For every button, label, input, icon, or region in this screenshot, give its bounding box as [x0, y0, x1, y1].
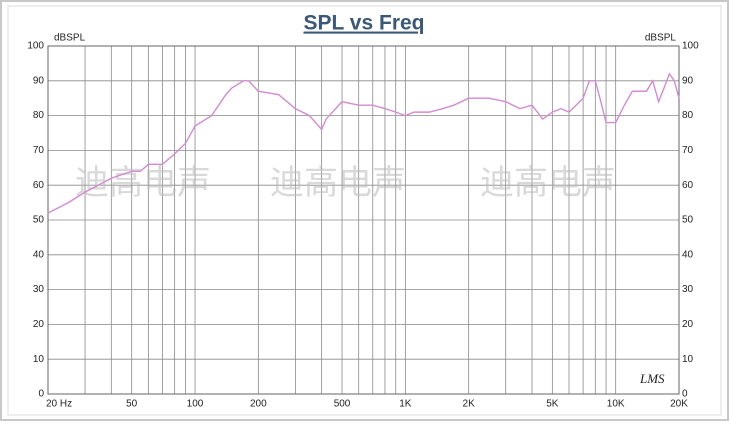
y2-tick-label: 90	[682, 75, 694, 86]
y-tick-label: 80	[33, 110, 45, 121]
y-tick-label: 10	[33, 354, 45, 365]
inner-frame	[7, 5, 722, 416]
x-tick-label: 1K	[399, 399, 412, 410]
x-tick-label: 20 Hz	[46, 399, 72, 410]
watermark: 迪高电声	[75, 164, 211, 202]
y-tick-label: 90	[33, 75, 45, 86]
y2-tick-label: 40	[682, 249, 694, 260]
y2-tick-label: 0	[682, 389, 688, 400]
y-tick-label: 60	[33, 180, 45, 191]
watermark: 迪高电声	[480, 164, 616, 202]
y-tick-label: 50	[33, 215, 45, 226]
y2-tick-label: 100	[682, 41, 699, 52]
y2-tick-label: 30	[682, 284, 694, 295]
y-axis-label: dBSPL	[54, 33, 86, 44]
plot-border	[47, 45, 680, 395]
y2-tick-label: 80	[682, 110, 694, 121]
y2-tick-label: 10	[682, 354, 694, 365]
y-tick-label: 20	[33, 319, 45, 330]
y-tick-label: 100	[27, 41, 44, 52]
y2-tick-label: 20	[682, 319, 694, 330]
y-tick-label: 0	[38, 389, 44, 400]
logo: LMS	[639, 371, 665, 386]
x-tick-label: 50	[126, 399, 138, 410]
grid	[47, 45, 680, 395]
x-tick-label: 100	[187, 399, 204, 410]
x-tick-label: 5K	[546, 399, 559, 410]
chart-title: SPL vs Freq	[304, 12, 425, 35]
x-tick-label: 2K	[463, 399, 476, 410]
x-tick-label: 10K	[607, 399, 625, 410]
watermark: 迪高电声	[270, 164, 406, 202]
y-tick-label: 70	[33, 145, 45, 156]
y-tick-label: 40	[33, 249, 45, 260]
y2-tick-label: 60	[682, 180, 694, 191]
x-tick-label: 20K	[670, 399, 688, 410]
y2-tick-label: 50	[682, 215, 694, 226]
x-tick-label: 200	[250, 399, 267, 410]
y2-axis-label: dBSPL	[645, 33, 677, 44]
x-tick-label: 500	[334, 399, 351, 410]
spl-curve	[47, 72, 680, 214]
y2-tick-label: 70	[682, 145, 694, 156]
y-tick-label: 30	[33, 284, 45, 295]
watermarks: 迪高电声 迪高电声 迪高电声	[75, 164, 616, 202]
